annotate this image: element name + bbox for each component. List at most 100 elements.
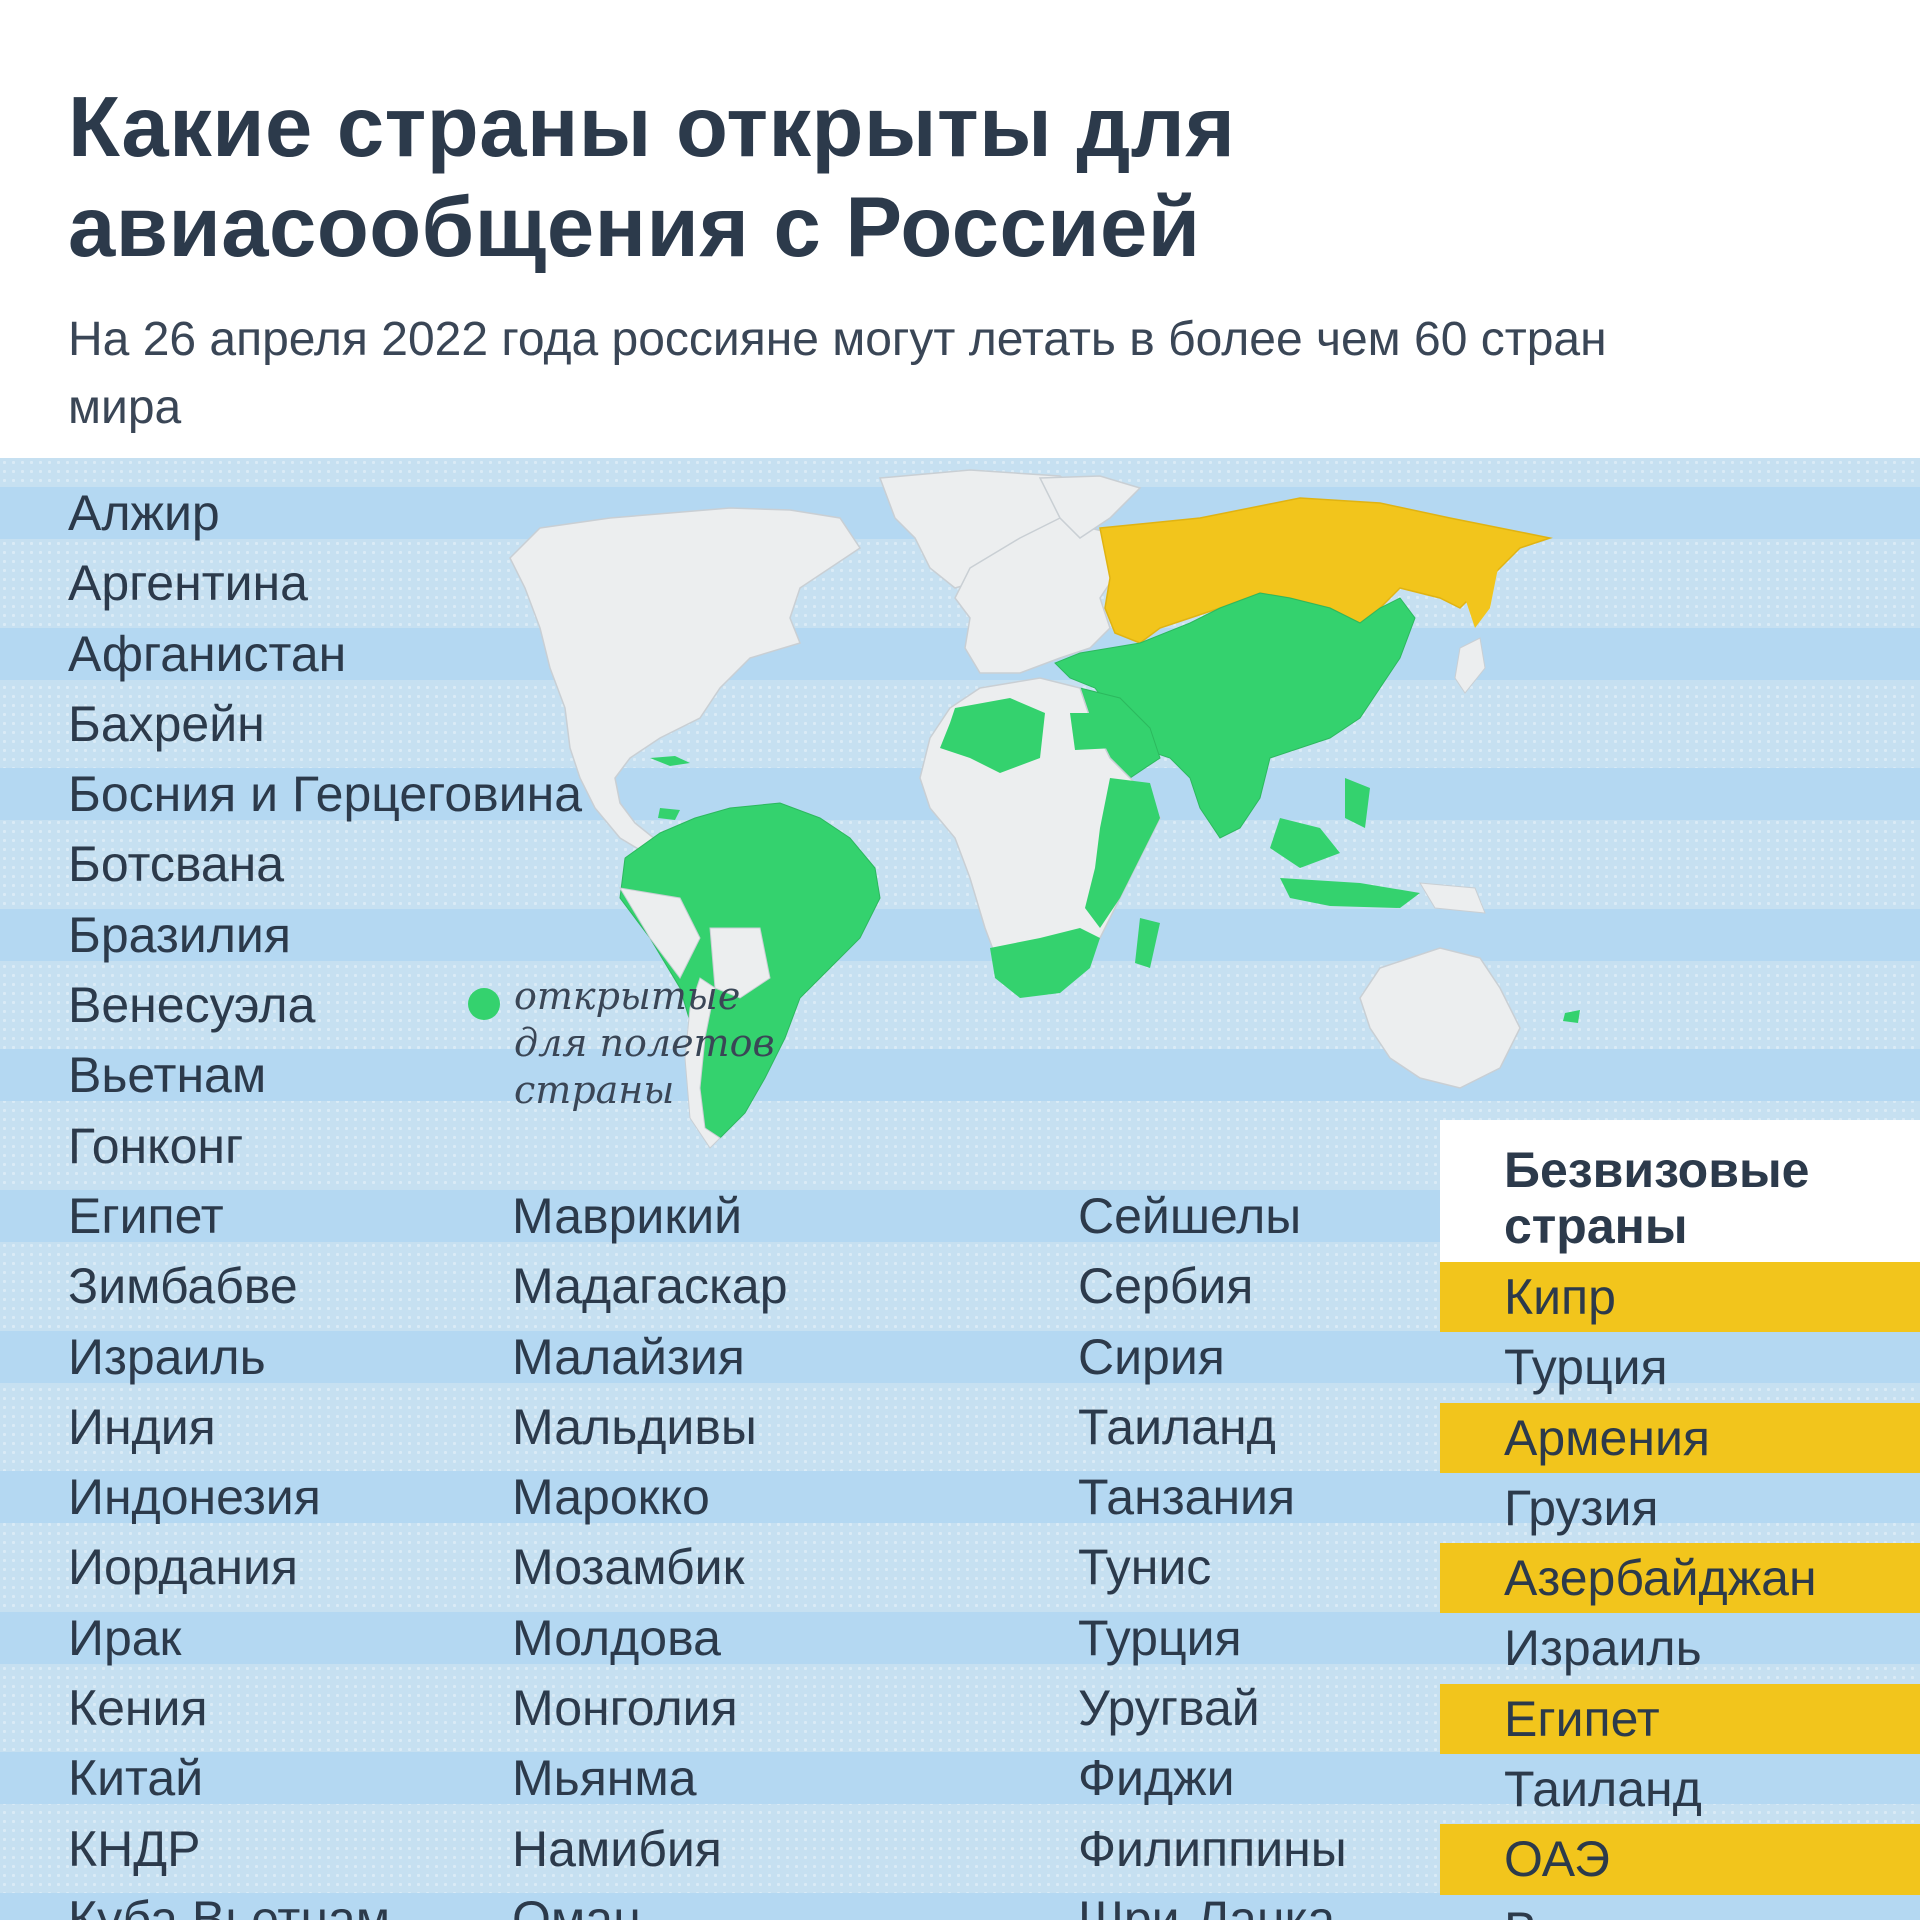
country-item: Вьетнам — [68, 1047, 267, 1104]
north-africa-open — [940, 698, 1045, 773]
madagascar — [1135, 918, 1160, 968]
country-item: Иордания — [68, 1539, 299, 1596]
country-column-3: Сейшелы Сербия Сирия Таиланд Танзания Тунис Ту… — [1078, 1181, 1347, 1920]
country-item: Сербия — [1078, 1258, 1254, 1315]
country-item: Кения — [68, 1680, 208, 1737]
visa-free-title: Безвизовые страны — [1504, 1142, 1809, 1254]
title-line-2: авиасообщения с Россией — [68, 180, 1201, 275]
southern-africa-open — [990, 928, 1100, 998]
country-item: Индия — [68, 1398, 216, 1455]
visa-free-item: Египет — [1440, 1683, 1920, 1755]
country-item: Венесуэла — [68, 977, 316, 1034]
new-guinea — [1419, 882, 1486, 914]
row-stripe — [0, 1752, 1920, 1805]
sea-islands-2 — [1345, 778, 1370, 828]
header: Какие страны открыты для авиасообщения с… — [0, 0, 1920, 458]
sea-islands-1 — [1270, 818, 1340, 868]
country-item: Филиппины — [1078, 1820, 1347, 1877]
country-item: Бахрейн — [68, 695, 265, 752]
legend-line-2: для полетов — [514, 1021, 775, 1065]
legend-label: открытые для полетов страны — [514, 973, 775, 1114]
peru — [619, 887, 701, 979]
indonesia — [1280, 878, 1420, 908]
chile — [684, 977, 721, 1149]
fiji — [1563, 1010, 1580, 1023]
country-item: Малайзия — [512, 1328, 745, 1385]
visa-free-item: Вьетнам — [1440, 1895, 1920, 1920]
row-stripe — [0, 1471, 1920, 1524]
country-item: Оман — [512, 1890, 641, 1920]
bolivia — [709, 927, 771, 999]
country-item: Таиланд — [1078, 1398, 1276, 1455]
country-item: Мьянма — [512, 1750, 697, 1807]
country-item: Намибия — [512, 1820, 722, 1877]
country-item: Зимбабве — [68, 1258, 298, 1315]
east-africa-open — [1085, 778, 1160, 928]
country-item: Уругвай — [1078, 1680, 1260, 1737]
australia — [1359, 947, 1521, 1089]
asia-open — [1054, 592, 1416, 839]
page-title: Какие страны открыты для авиасообщения с… — [68, 78, 1235, 278]
country-item: Мальдивы — [512, 1398, 757, 1455]
title-line-1: Какие страны открыты для — [68, 80, 1236, 175]
country-item: Турция — [1078, 1609, 1242, 1666]
country-item: Ботсвана — [68, 836, 285, 893]
visa-free-item: ОАЭ — [1440, 1824, 1920, 1895]
country-item: Босния и Герцеговина — [68, 766, 583, 823]
country-item: Индонезия — [68, 1469, 321, 1526]
visa-free-item: Таиланд — [1504, 1761, 1702, 1818]
world-map — [509, 469, 1580, 1149]
scandinavia — [1038, 475, 1142, 539]
main-area: открытые для полетов страны Алжир Аргенти… — [0, 458, 1920, 1920]
visa-free-title-line-2: страны — [1504, 1198, 1688, 1254]
legend-open-dot — [468, 988, 500, 1020]
cuba — [650, 756, 690, 766]
country-item: Гонконг — [68, 1117, 244, 1174]
country-item: Маврикий — [512, 1188, 743, 1244]
country-item: Афганистан — [68, 625, 347, 682]
legend-line-1: открытые — [514, 974, 741, 1018]
row-stripe — [0, 1049, 1920, 1102]
visa-free-title-line-1: Безвизовые — [1504, 1142, 1810, 1198]
north-america — [509, 507, 862, 859]
visa-free-item: Кипр — [1440, 1262, 1920, 1333]
central-america — [658, 808, 680, 820]
row-stripe — [0, 1611, 1920, 1664]
visa-free-list: Кипр Турция Армения Грузия Азербайджан Израил… — [1440, 1262, 1920, 1920]
country-item: Куба Вьетнам — [68, 1890, 391, 1920]
visa-free-item: Грузия — [1504, 1479, 1659, 1536]
country-item: Мозамбик — [512, 1539, 745, 1596]
russia — [1099, 497, 1553, 644]
egypt — [1070, 713, 1115, 750]
country-item: Фиджи — [1078, 1750, 1235, 1807]
country-item: Китай — [68, 1750, 204, 1807]
visa-free-item: Армения — [1440, 1402, 1920, 1473]
country-item: Сейшелы — [1078, 1188, 1302, 1244]
visa-free-panel: Безвизовые страны Кипр Турция Армения Грузи… — [1440, 1120, 1920, 1920]
japan — [1454, 637, 1486, 694]
country-item: Ирак — [68, 1609, 182, 1666]
legend-line-3: страны — [514, 1068, 675, 1112]
row-stripe — [0, 1893, 1920, 1920]
visa-free-item: Турция — [1504, 1339, 1668, 1396]
row-stripe — [0, 627, 1920, 680]
country-item: Израиль — [68, 1328, 266, 1385]
country-item: Танзания — [1078, 1469, 1296, 1526]
visa-free-item: Израиль — [1504, 1620, 1702, 1677]
country-item: Монголия — [512, 1680, 738, 1737]
kamchatka — [1460, 558, 1500, 628]
country-item: Алжир — [68, 485, 220, 541]
country-item: Молдова — [512, 1609, 721, 1666]
country-item: Бразилия — [68, 906, 291, 963]
row-stripe — [0, 1330, 1920, 1383]
country-item: Египет — [68, 1187, 224, 1244]
visa-free-item: Азербайджан — [1440, 1543, 1920, 1614]
visa-free-header: Безвизовые страны — [1440, 1120, 1920, 1262]
country-item: Шри-Ланка — [1078, 1890, 1336, 1920]
country-item: Аргентина — [68, 555, 308, 612]
country-column-2: Маврикий Мадагаскар Малайзия Мальдивы Марокк… — [512, 1181, 788, 1920]
country-item: Марокко — [512, 1469, 710, 1526]
country-item: КНДР — [68, 1820, 201, 1877]
country-column-1: Алжир Аргентина Афганистан Бахрейн Босния и … — [68, 478, 582, 1920]
country-item: Мадагаскар — [512, 1258, 788, 1315]
